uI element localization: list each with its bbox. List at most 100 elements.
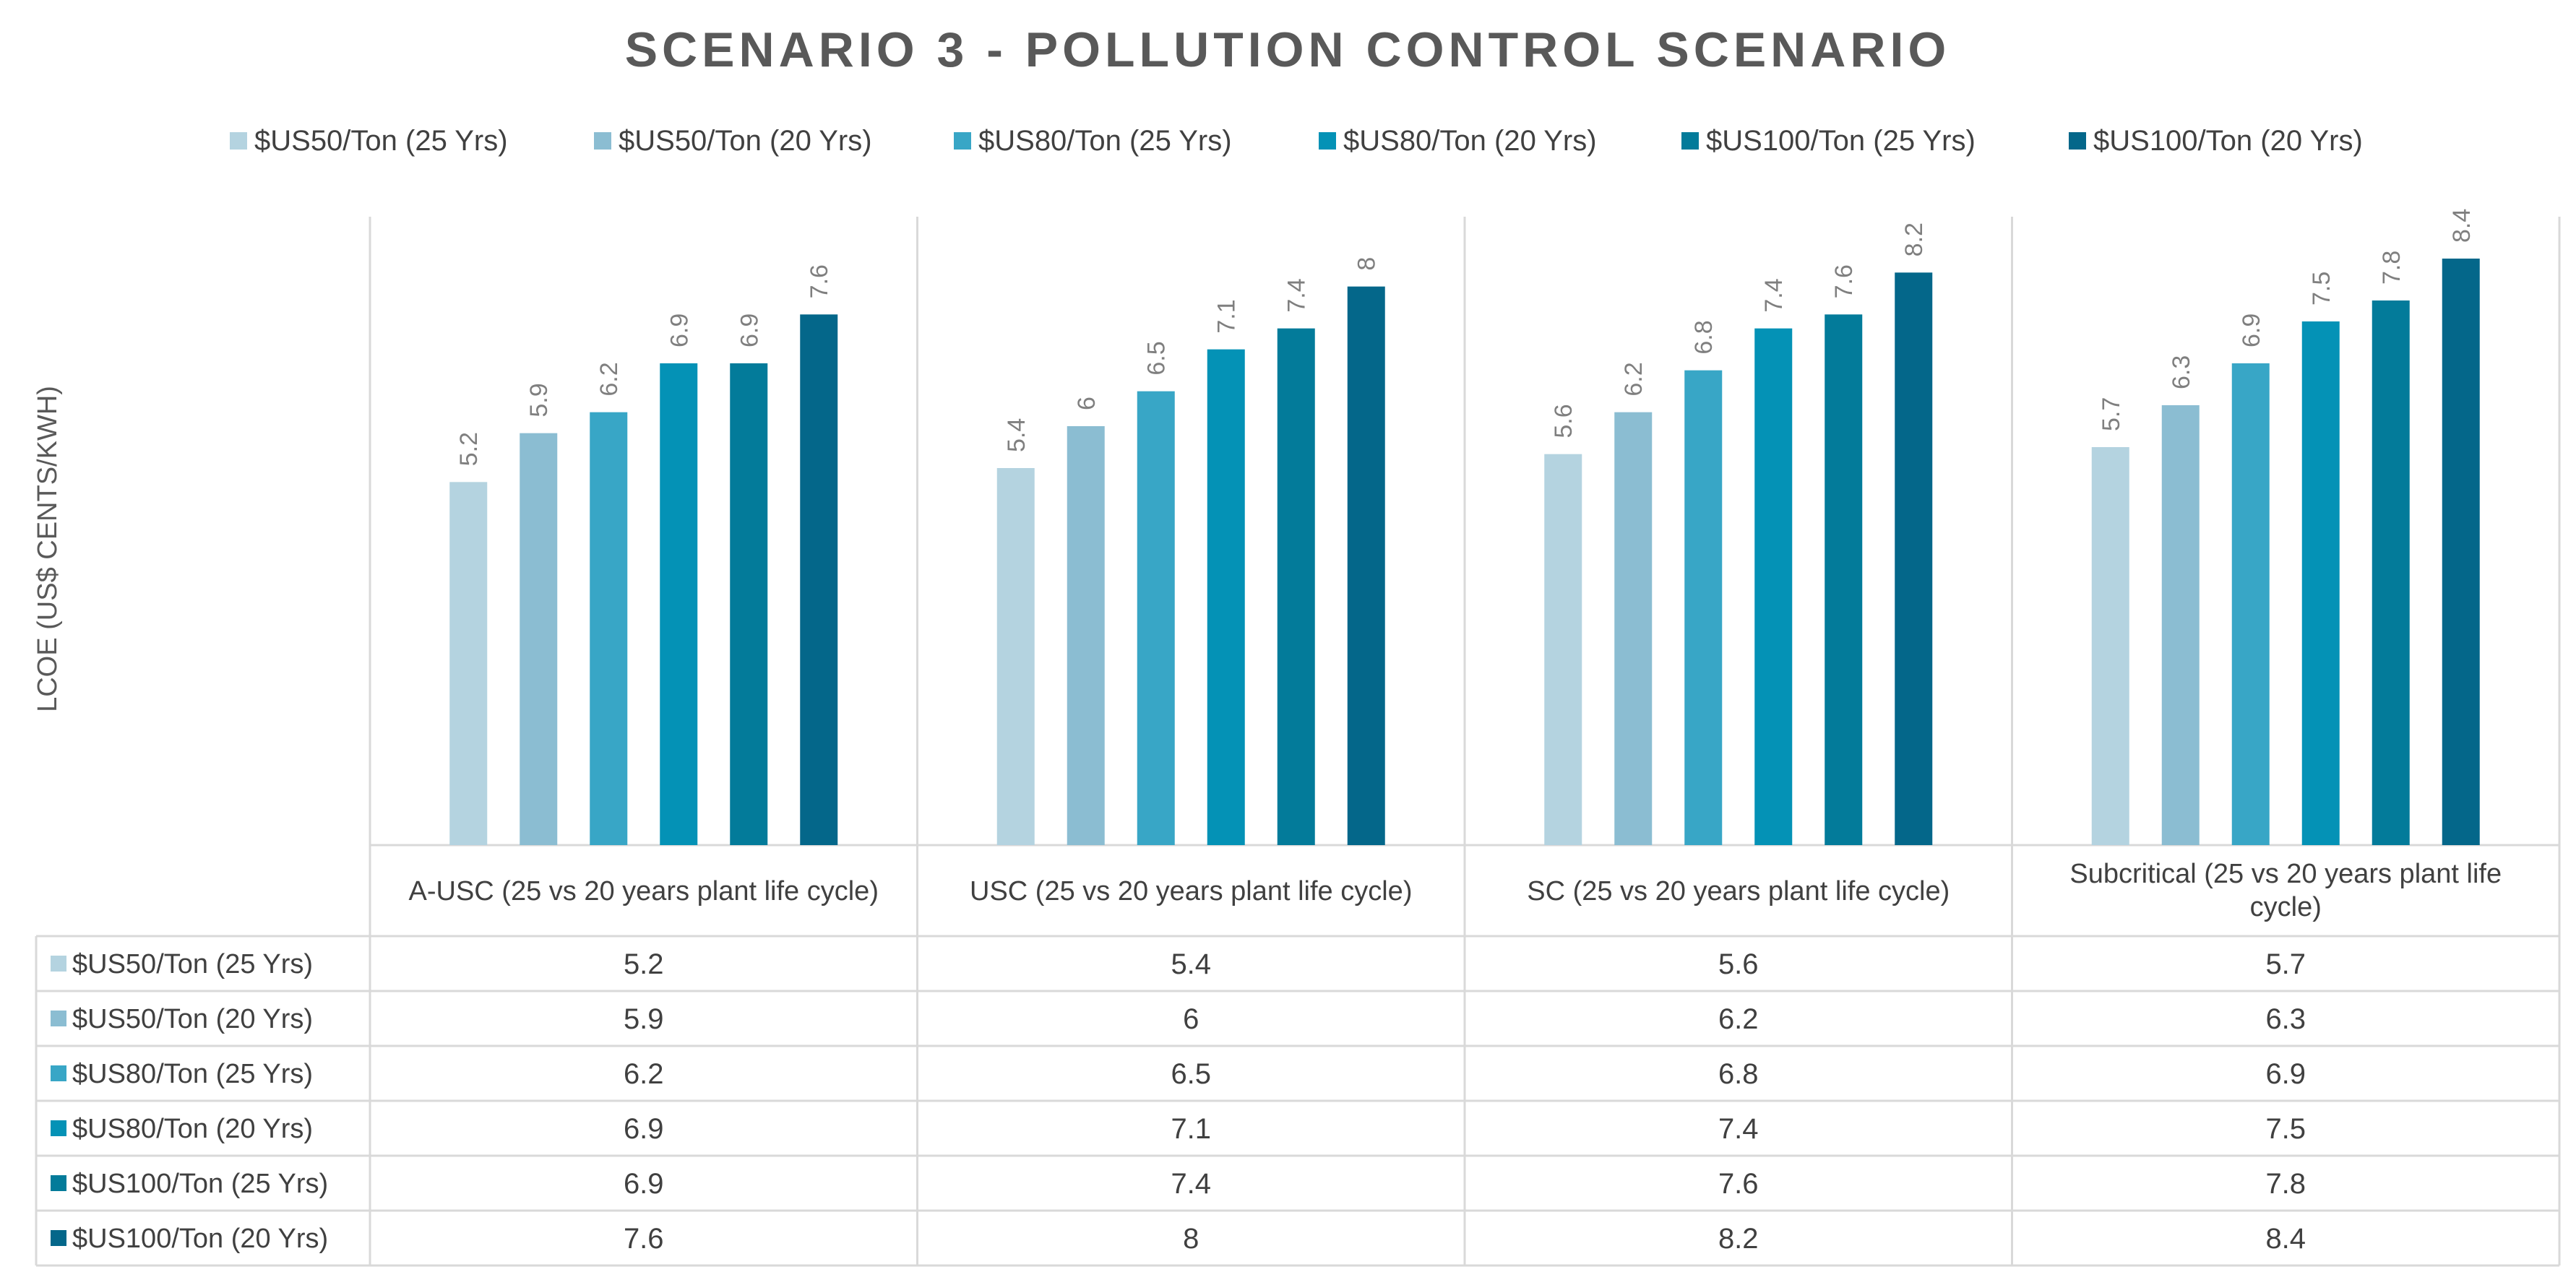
bar xyxy=(730,363,768,845)
bar xyxy=(1544,454,1582,845)
x-tick-label: USC (25 vs 20 years plant life cycle) xyxy=(970,876,1412,907)
data-label: 5.6 xyxy=(1550,404,1577,438)
legend-swatch xyxy=(954,132,971,150)
table-legend-key xyxy=(51,1065,66,1081)
data-label: 6.8 xyxy=(1690,320,1718,354)
table-cell: 5.6 xyxy=(1718,948,1759,980)
legend: $US50/Ton (25 Yrs) $US50/Ton (20 Yrs) $US8… xyxy=(230,125,2363,157)
bar xyxy=(660,363,698,845)
table-cell: 5.9 xyxy=(624,1003,664,1035)
table-cell: 6.5 xyxy=(1171,1058,1211,1090)
bar xyxy=(996,468,1035,845)
bar xyxy=(2231,363,2270,845)
data-label: 7.5 xyxy=(2308,272,2335,306)
table-cell: 6.9 xyxy=(624,1168,664,1200)
bar xyxy=(2442,259,2480,845)
data-label: 8 xyxy=(1353,257,1381,271)
legend-swatch xyxy=(2069,132,2086,150)
data-label: 7.8 xyxy=(2378,251,2405,285)
legend-label: $US100/Ton (25 Yrs) xyxy=(1706,125,1976,157)
data-label: 7.1 xyxy=(1213,299,1241,333)
table-cell: 5.7 xyxy=(2265,948,2306,980)
data-label: 8.4 xyxy=(2448,209,2476,243)
table-cell: 8.4 xyxy=(2265,1223,2306,1255)
table-cell: 7.4 xyxy=(1171,1168,1211,1200)
data-label: 7.4 xyxy=(1283,278,1311,312)
bar xyxy=(1895,272,1933,845)
data-label: 6.3 xyxy=(2168,355,2195,389)
data-label: 6.9 xyxy=(665,313,693,347)
bar xyxy=(1684,370,1723,845)
legend-label: $US50/Ton (20 Yrs) xyxy=(619,125,872,157)
table-cell: 6.9 xyxy=(2265,1058,2306,1090)
table-cell: 8 xyxy=(1183,1223,1199,1255)
bar xyxy=(1277,328,1315,846)
data-label: 5.9 xyxy=(525,383,553,417)
data-label: 6.2 xyxy=(595,362,623,396)
table-cell: 6.2 xyxy=(624,1058,664,1090)
x-tick-label: SC (25 vs 20 years plant life cycle) xyxy=(1527,876,1950,907)
table-cell: 7.4 xyxy=(1718,1113,1759,1145)
bar xyxy=(449,482,488,845)
x-tick-label: Subcritical (25 vs 20 years plant life cy… xyxy=(2069,859,2502,922)
data-label: 6 xyxy=(1073,397,1100,410)
bar xyxy=(590,412,628,845)
table-row-label: $US80/Ton (25 Yrs) xyxy=(72,1059,313,1089)
table-row-label: $US50/Ton (20 Yrs) xyxy=(72,1004,313,1034)
bar xyxy=(2161,405,2200,845)
data-label: 6.9 xyxy=(736,313,763,347)
table-row-label: $US80/Ton (20 Yrs) xyxy=(72,1114,313,1144)
bar xyxy=(1614,412,1653,845)
table-cell: 6.8 xyxy=(1718,1058,1759,1090)
table-legend-key xyxy=(51,1230,66,1246)
bar xyxy=(1347,286,1385,846)
x-tick-label: A-USC (25 vs 20 years plant life cycle) xyxy=(409,876,879,907)
table-cell: 7.8 xyxy=(2265,1168,2306,1200)
bar xyxy=(800,314,838,845)
legend-swatch xyxy=(594,132,611,150)
bar xyxy=(1754,328,1793,846)
data-table: A-USC (25 vs 20 years plant life cycle) U… xyxy=(51,859,2502,1255)
table-cell: 5.4 xyxy=(1171,948,1211,980)
data-label: 6.2 xyxy=(1620,362,1647,396)
data-label: 5.4 xyxy=(1003,418,1030,452)
legend-swatch xyxy=(1319,132,1336,150)
data-label: 7.6 xyxy=(1830,264,1858,298)
bar xyxy=(2301,321,2340,845)
legend-label: $US80/Ton (20 Yrs) xyxy=(1343,125,1597,157)
bar xyxy=(520,433,558,845)
data-label: 6.5 xyxy=(1143,341,1171,375)
data-label: 7.6 xyxy=(806,264,833,298)
table-legend-key xyxy=(51,1175,66,1191)
data-label: 5.2 xyxy=(455,432,483,466)
table-cell: 6 xyxy=(1183,1003,1199,1035)
bar xyxy=(1137,391,1175,845)
table-cell: 6.3 xyxy=(2265,1003,2306,1035)
table-cell: 8.2 xyxy=(1718,1223,1759,1255)
data-label: 7.4 xyxy=(1760,278,1788,312)
table-cell: 5.2 xyxy=(624,948,664,980)
table-legend-key xyxy=(51,956,66,972)
data-label: 8.2 xyxy=(1900,222,1928,256)
legend-swatch xyxy=(230,132,247,150)
table-cell: 6.2 xyxy=(1718,1003,1759,1035)
data-label: 5.7 xyxy=(2098,397,2125,431)
table-row-label: $US100/Ton (25 Yrs) xyxy=(72,1169,328,1199)
bar xyxy=(1067,426,1105,845)
data-labels: 5.2 5.9 6.2 6.9 6.9 7.6 5.4 6 6.5 7.1 7.4 8 5.6 6.2 6.… xyxy=(455,209,2476,467)
table-row-label: $US50/Ton (25 Yrs) xyxy=(72,949,313,979)
table-cell: 7.1 xyxy=(1171,1113,1211,1145)
table-cell: 7.6 xyxy=(624,1223,664,1255)
y-axis-title: LCOE (US$ CENTS/KWH) xyxy=(33,386,63,712)
table-legend-key xyxy=(51,1011,66,1026)
bar xyxy=(2091,447,2129,845)
table-cell: 7.5 xyxy=(2265,1113,2306,1145)
table-legend-key xyxy=(51,1120,66,1136)
legend-label: $US50/Ton (25 Yrs) xyxy=(254,125,508,157)
data-label: 6.9 xyxy=(2238,313,2265,347)
table-row-label: $US100/Ton (20 Yrs) xyxy=(72,1224,328,1254)
bar xyxy=(1207,349,1245,846)
legend-label: $US100/Ton (20 Yrs) xyxy=(2093,125,2363,157)
chart-title: SCENARIO 3 - POLLUTION CONTROL SCENARIO xyxy=(625,22,1951,77)
